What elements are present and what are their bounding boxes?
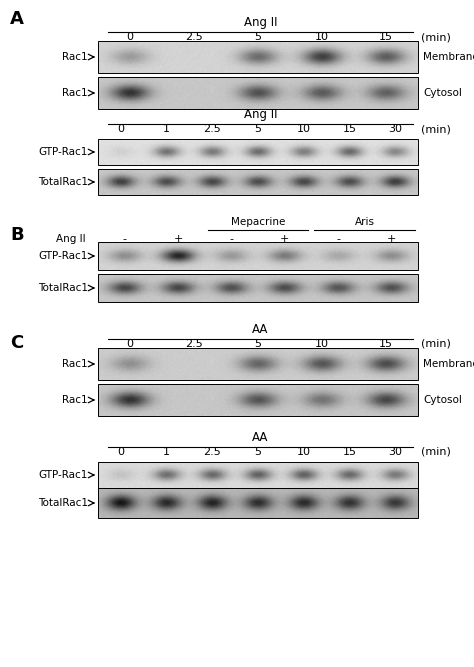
Text: -: - (336, 234, 340, 244)
Text: Ang II: Ang II (56, 234, 86, 244)
Text: 0: 0 (118, 447, 124, 457)
Text: 10: 10 (315, 339, 329, 349)
Text: 5: 5 (255, 339, 262, 349)
Text: 15: 15 (379, 32, 393, 42)
Text: -: - (123, 234, 127, 244)
Bar (98, 242, 418, 270)
Text: GTP-Rac1: GTP-Rac1 (38, 470, 88, 480)
Bar (98, 139, 418, 165)
Bar (98, 462, 418, 488)
Text: B: B (10, 226, 24, 244)
Text: Mepacrine: Mepacrine (231, 217, 285, 227)
Text: (min): (min) (421, 32, 451, 42)
Text: 10: 10 (297, 124, 311, 134)
Text: TotalRac1: TotalRac1 (38, 283, 88, 293)
Text: 5: 5 (255, 447, 262, 457)
Text: +: + (280, 234, 289, 244)
Text: 15: 15 (379, 339, 393, 349)
Text: Membrane: Membrane (423, 359, 474, 369)
Text: Rac1: Rac1 (63, 88, 88, 98)
Text: (min): (min) (421, 447, 451, 457)
Bar (98, 77, 418, 109)
Text: 0: 0 (127, 339, 134, 349)
Text: Rac1: Rac1 (63, 52, 88, 62)
Text: Aris: Aris (355, 217, 374, 227)
Text: Membrane: Membrane (423, 52, 474, 62)
Text: 15: 15 (342, 124, 356, 134)
Text: 2.5: 2.5 (203, 124, 221, 134)
Text: 15: 15 (342, 447, 356, 457)
Text: 10: 10 (297, 447, 311, 457)
Text: Rac1: Rac1 (63, 359, 88, 369)
Text: (min): (min) (421, 124, 451, 134)
Text: GTP-Rac1: GTP-Rac1 (38, 251, 88, 261)
Text: C: C (10, 334, 23, 352)
Text: 2.5: 2.5 (185, 32, 203, 42)
Text: +: + (387, 234, 396, 244)
Text: Ang II: Ang II (244, 16, 277, 29)
Text: 0: 0 (127, 32, 134, 42)
Text: 5: 5 (255, 124, 262, 134)
Text: AA: AA (252, 431, 269, 444)
Text: TotalRac1: TotalRac1 (38, 177, 88, 187)
Text: 2.5: 2.5 (203, 447, 221, 457)
Bar (98, 274, 418, 302)
Text: (min): (min) (421, 339, 451, 349)
Text: 30: 30 (388, 447, 402, 457)
Text: 2.5: 2.5 (185, 339, 203, 349)
Bar (98, 41, 418, 73)
Bar (98, 169, 418, 195)
Text: 10: 10 (315, 32, 329, 42)
Text: Rac1: Rac1 (63, 395, 88, 405)
Text: 1: 1 (163, 447, 170, 457)
Text: 30: 30 (388, 124, 402, 134)
Bar (98, 384, 418, 416)
Bar (98, 488, 418, 518)
Text: Cytosol: Cytosol (423, 88, 462, 98)
Text: 0: 0 (118, 124, 124, 134)
Bar (98, 348, 418, 380)
Text: 1: 1 (163, 124, 170, 134)
Text: A: A (10, 10, 24, 28)
Text: TotalRac1: TotalRac1 (38, 498, 88, 508)
Text: -: - (229, 234, 233, 244)
Text: Ang II: Ang II (244, 108, 277, 121)
Text: GTP-Rac1: GTP-Rac1 (38, 147, 88, 157)
Text: Cytosol: Cytosol (423, 395, 462, 405)
Text: 5: 5 (255, 32, 262, 42)
Text: +: + (173, 234, 182, 244)
Text: AA: AA (252, 323, 269, 336)
